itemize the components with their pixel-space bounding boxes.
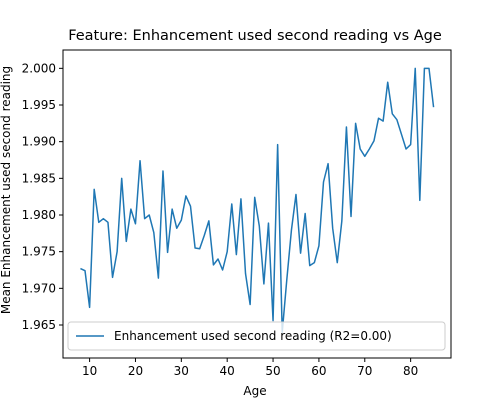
legend: Enhancement used second reading (R2=0.00…	[67, 321, 446, 351]
x-tick-label-20: 20	[128, 364, 143, 378]
x-tick-label-80: 80	[403, 364, 418, 378]
x-tick-label-60: 60	[311, 364, 326, 378]
x-tick-label-30: 30	[174, 364, 189, 378]
y-tick-label-0: 1.965	[22, 318, 56, 332]
y-tick-label-1: 1.970	[22, 281, 56, 295]
plot-area: 10 20 30 40 50 60 70 80 1.965 1.970 1.975 1.980 1.98…	[22, 49, 452, 378]
x-axis-label: Age	[243, 384, 266, 398]
y-axis-label: Mean Enhancement used second reading	[0, 66, 13, 314]
legend-label: Enhancement used second reading (R2=0.00…	[114, 329, 392, 343]
x-tick-label-10: 10	[82, 364, 97, 378]
chart-title: Feature: Enhancement used second reading…	[68, 28, 442, 44]
y-tick-label-3: 1.980	[22, 208, 56, 222]
y-tick-label-2: 1.975	[22, 245, 56, 259]
y-tick-label-7: 2.000	[22, 61, 56, 75]
axes-frame	[62, 49, 452, 359]
x-tick-label-70: 70	[357, 364, 372, 378]
legend-box	[67, 321, 446, 351]
series-line-0	[80, 67, 435, 334]
y-tick-label-6: 1.995	[22, 98, 56, 112]
y-tick-label-5: 1.990	[22, 135, 56, 149]
x-tick-label-50: 50	[265, 364, 280, 378]
y-tick-label-4: 1.985	[22, 171, 56, 185]
x-tick-label-40: 40	[220, 364, 235, 378]
